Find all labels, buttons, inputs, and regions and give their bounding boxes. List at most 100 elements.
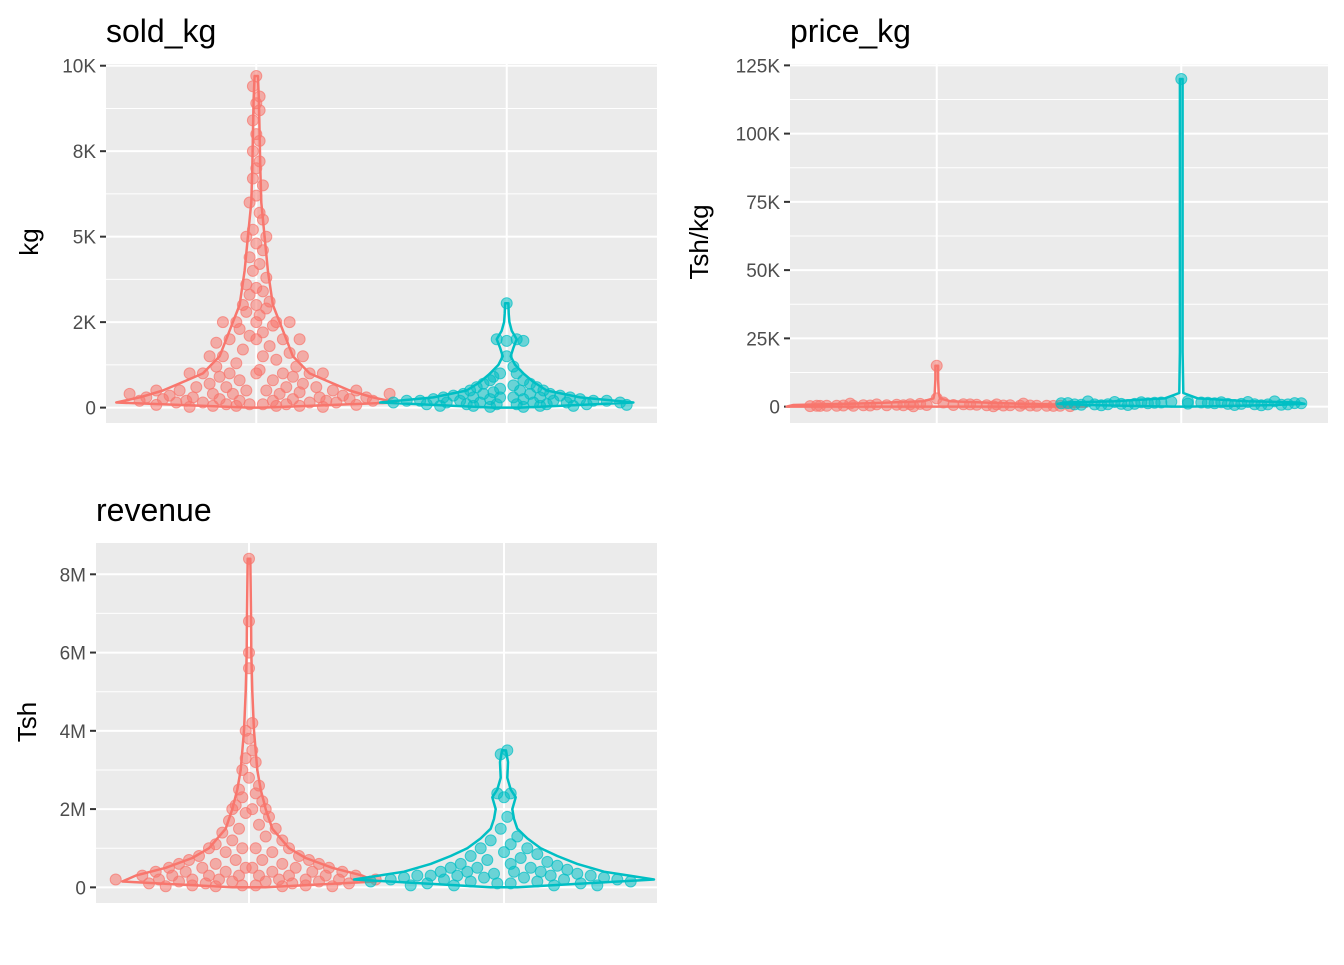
data-point xyxy=(179,865,192,878)
data-point xyxy=(239,752,252,765)
data-point xyxy=(1201,396,1214,409)
data-point xyxy=(574,877,587,890)
data-point xyxy=(500,297,513,310)
data-point xyxy=(256,854,269,866)
data-point xyxy=(283,842,295,855)
data-point xyxy=(580,398,593,411)
data-point xyxy=(438,873,450,886)
data-point xyxy=(219,846,232,859)
data-point xyxy=(620,398,633,411)
data-point xyxy=(299,879,312,892)
data-point xyxy=(411,869,424,882)
data-point xyxy=(219,865,232,878)
data-point xyxy=(246,114,259,127)
data-point xyxy=(203,842,215,855)
data-point xyxy=(243,771,255,784)
data-point xyxy=(534,399,547,412)
data-point xyxy=(250,316,263,329)
data-point xyxy=(1068,398,1081,411)
data-point xyxy=(970,398,983,411)
data-point xyxy=(243,732,255,745)
data-point xyxy=(611,873,624,886)
y-axis-title: Tsh xyxy=(12,702,42,742)
data-point xyxy=(210,360,223,373)
data-point xyxy=(239,807,252,819)
data-point xyxy=(209,880,222,893)
data-point xyxy=(266,865,279,878)
data-point xyxy=(481,854,494,866)
data-point xyxy=(150,398,163,411)
data-point xyxy=(250,70,263,82)
data-point xyxy=(173,384,186,397)
data-point xyxy=(350,398,363,411)
data-point xyxy=(508,865,520,878)
data-point xyxy=(1081,395,1094,408)
data-point xyxy=(820,399,833,412)
data-point xyxy=(269,822,282,835)
data-point xyxy=(216,826,229,839)
data-point xyxy=(260,230,273,243)
data-point xyxy=(494,822,507,835)
data-point xyxy=(256,350,269,363)
panel-title: price_kg xyxy=(790,13,911,49)
data-point xyxy=(226,875,239,888)
data-point xyxy=(243,552,255,565)
data-point xyxy=(398,871,410,884)
data-point xyxy=(303,854,315,866)
data-point xyxy=(256,179,269,192)
data-point xyxy=(387,396,400,409)
data-point xyxy=(229,854,242,866)
data-point xyxy=(230,399,243,412)
data-point xyxy=(524,861,537,874)
data-point xyxy=(223,814,235,827)
data-point xyxy=(464,875,477,888)
data-point xyxy=(230,357,243,370)
data-point xyxy=(1055,397,1068,410)
data-point xyxy=(484,400,497,413)
data-point xyxy=(293,399,306,412)
data-point xyxy=(598,871,610,884)
data-point xyxy=(276,857,289,870)
y-axis-title: Tsh/kg xyxy=(684,204,714,279)
data-point xyxy=(420,398,433,411)
data-point xyxy=(531,848,544,861)
data-point xyxy=(478,871,490,884)
data-point xyxy=(190,381,203,394)
data-point xyxy=(236,343,249,356)
data-point xyxy=(624,875,637,888)
y-tick-label: 5K xyxy=(73,228,97,249)
data-point xyxy=(253,134,266,147)
y-tick-label: 0 xyxy=(769,398,780,419)
data-point xyxy=(233,323,246,335)
data-point xyxy=(150,384,163,397)
data-point xyxy=(183,367,196,380)
data-point xyxy=(240,305,253,318)
data-point xyxy=(276,333,289,346)
y-tick-label: 100K xyxy=(736,125,781,146)
data-point xyxy=(548,879,560,892)
data-point xyxy=(260,271,273,284)
data-point xyxy=(316,367,329,380)
data-point xyxy=(1017,397,1030,410)
data-point xyxy=(551,859,564,872)
data-point xyxy=(263,340,276,353)
data-point xyxy=(256,213,269,226)
data-point xyxy=(243,646,255,659)
data-point xyxy=(293,850,305,862)
data-point xyxy=(810,399,823,412)
data-point xyxy=(236,842,249,855)
data-point xyxy=(303,396,316,409)
data-point xyxy=(1121,399,1134,411)
data-point xyxy=(256,244,269,257)
y-tick-label: 8M xyxy=(60,565,86,586)
panel-price-kg: price_kg Tsh/kg 0 25K 50K 75K 100K 125K xyxy=(684,13,1328,423)
data-point xyxy=(591,879,604,892)
data-point xyxy=(500,350,513,363)
data-point xyxy=(233,822,245,835)
data-point xyxy=(501,810,514,823)
data-point xyxy=(250,367,263,380)
data-point xyxy=(316,400,329,413)
data-point xyxy=(276,880,289,893)
data-point xyxy=(504,838,517,851)
data-point xyxy=(400,394,413,407)
